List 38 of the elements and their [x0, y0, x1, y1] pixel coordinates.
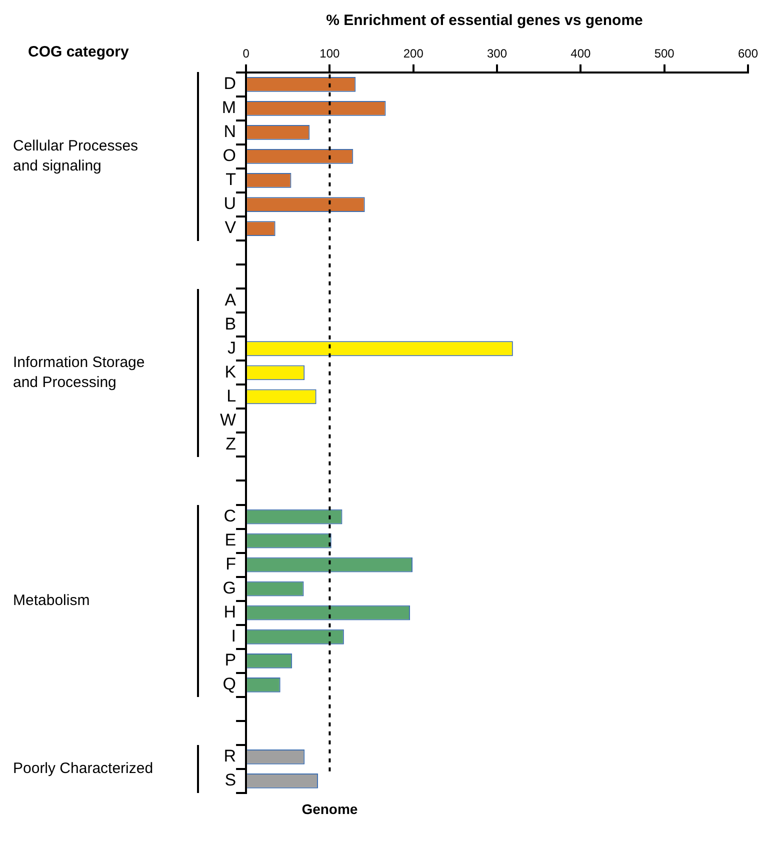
y-tick-label: Z — [226, 434, 236, 454]
y-tick-label: G — [222, 578, 236, 598]
y-tick-label: E — [224, 530, 236, 550]
y-tick-label: N — [224, 122, 236, 142]
x-tick-label: 200 — [403, 46, 424, 61]
y-tick-label: V — [224, 218, 237, 238]
text: Poorly Characterized — [13, 760, 154, 778]
text: Information Storage and Processing — [13, 354, 145, 391]
y-tick-label: S — [224, 770, 236, 790]
y-tick-label: J — [228, 338, 236, 358]
y-tick-label: C — [224, 506, 236, 526]
x-tick-label: 0 — [242, 46, 250, 61]
y-tick-label: A — [224, 290, 237, 310]
x-tick-label: 300 — [487, 46, 508, 61]
x-tick-label: 100 — [320, 46, 340, 61]
text: Metabolism — [13, 592, 90, 609]
chart-title: % Enrichment of essential genes vs genome — [326, 12, 643, 30]
y-tick-label: R — [224, 746, 236, 766]
y-tick-label: D — [224, 74, 236, 94]
y-tick-label: W — [220, 410, 236, 430]
y-tick-label: L — [226, 386, 236, 406]
x-tick-label: 600 — [738, 46, 758, 61]
y-tick-label: U — [224, 194, 236, 214]
ref-line-label: Genome — [302, 800, 358, 817]
y-tick-label: O — [222, 146, 236, 166]
text: Cellular Processes and signaling — [13, 138, 138, 175]
y-tick-label: P — [224, 650, 236, 670]
y-tick-label: I — [231, 626, 236, 646]
y-tick-label: T — [226, 170, 236, 190]
x-tick-label: 400 — [570, 46, 592, 61]
text: COG category — [28, 44, 130, 61]
y-tick-label: F — [226, 554, 236, 574]
y-tick-label: B — [224, 314, 236, 334]
y-tick-label: M — [222, 98, 236, 118]
y-tick-label: H — [224, 602, 236, 622]
y-tick-label: K — [224, 362, 237, 382]
x-tick-label: 500 — [654, 46, 675, 61]
y-tick-label: Q — [222, 674, 236, 694]
